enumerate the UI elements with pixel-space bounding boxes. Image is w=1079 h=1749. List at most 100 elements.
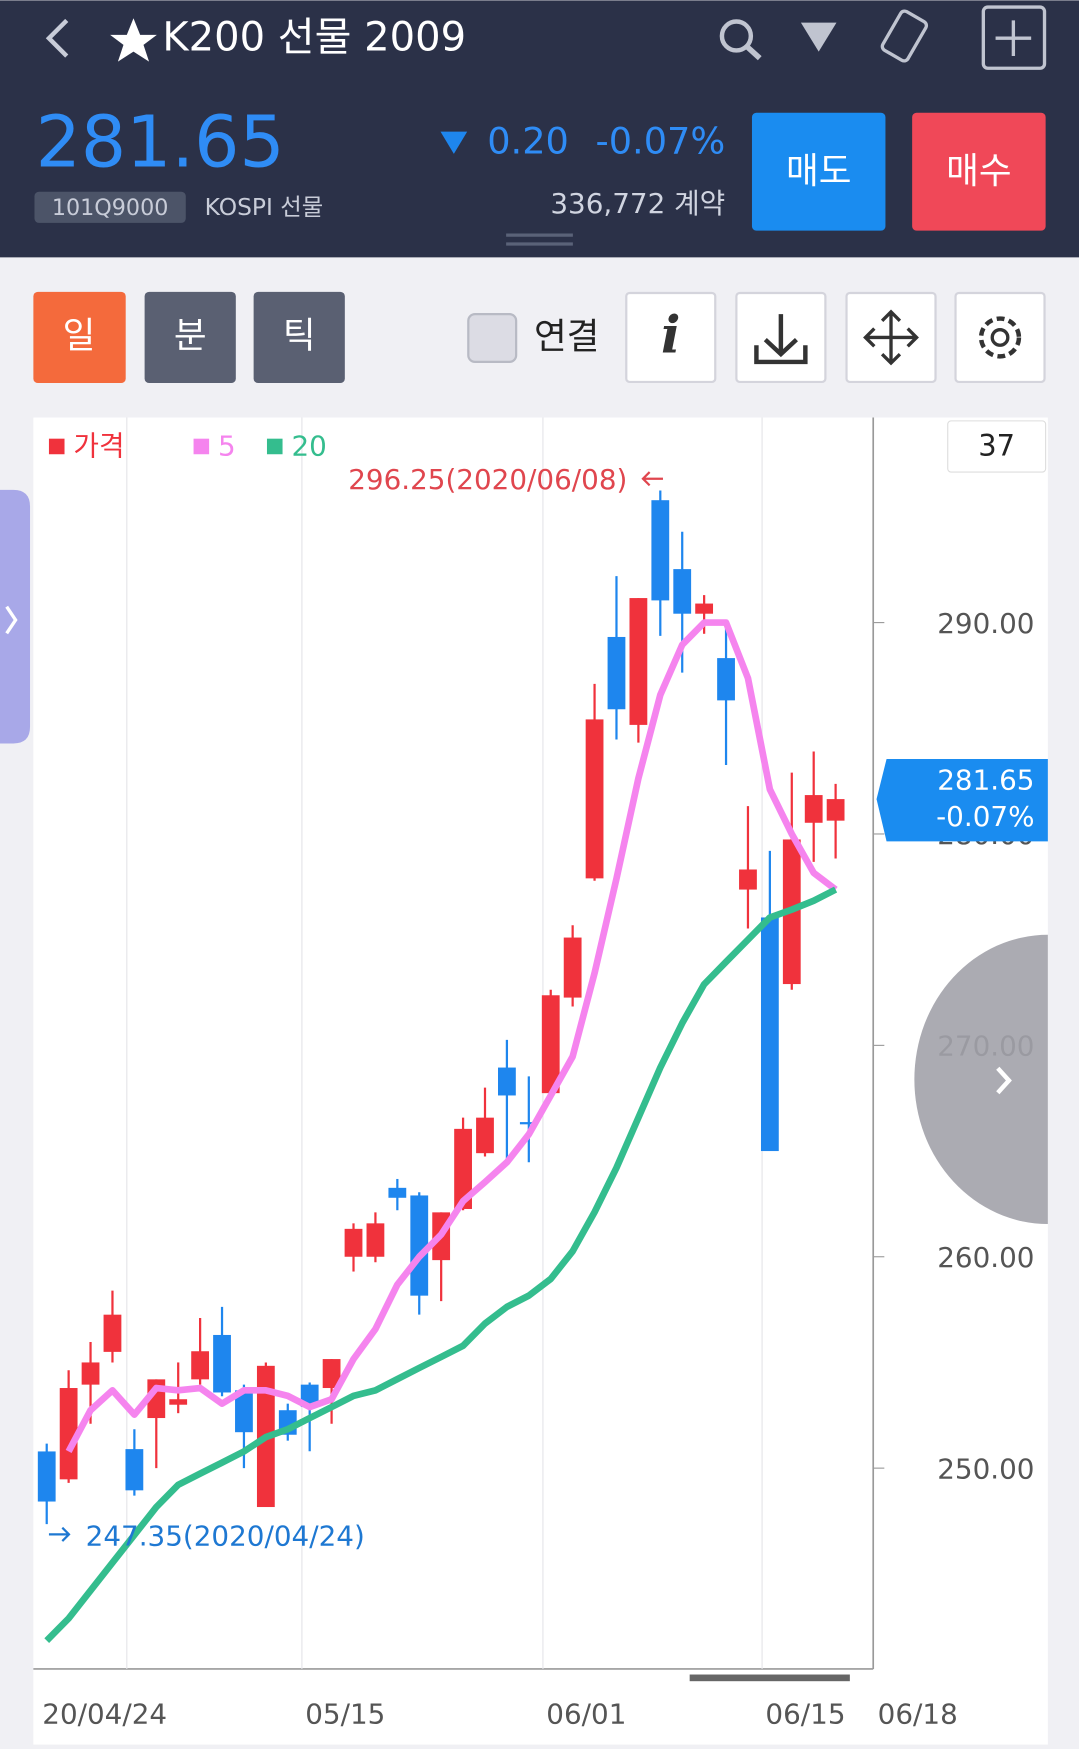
sell-label: 매도 [786, 151, 851, 192]
candle-body [739, 869, 757, 890]
settings-icon-core [990, 327, 1010, 347]
candle-body [213, 1334, 231, 1393]
x-tick-label: 06/18 [878, 1698, 958, 1731]
candle-body [344, 1228, 363, 1257]
candle-body [717, 658, 735, 701]
move-icon [863, 309, 919, 366]
buy-button[interactable] [912, 112, 1046, 231]
right-drawer-arrow [996, 1066, 1012, 1095]
ma-line [44, 886, 838, 1643]
tab-label: 일 [63, 315, 96, 356]
down-arrow [440, 131, 468, 154]
candle-body [37, 1451, 56, 1502]
chart-panel [33, 417, 1048, 1745]
candle-body [322, 1359, 341, 1389]
scrollbar[interactable] [689, 1674, 850, 1682]
code-badge [34, 191, 186, 223]
price: 281.65 [36, 101, 285, 184]
low-annotation: 247.35(2020/04/24) [86, 1520, 365, 1553]
candle-body [563, 937, 582, 998]
legend-label: 5 [218, 430, 236, 463]
legend-swatch [193, 438, 210, 455]
settings-icon [978, 316, 1022, 359]
dropdown-icon[interactable] [800, 22, 837, 52]
settings-button[interactable] [954, 291, 1046, 384]
add-icon [995, 20, 1032, 57]
candle-body [235, 1390, 253, 1433]
code: 101Q9000 [52, 195, 169, 221]
candle-body [191, 1351, 210, 1380]
visible-count: 37 [978, 429, 1015, 463]
current-price-box [876, 759, 1048, 842]
candle-body [695, 603, 714, 614]
legend-label: 20 [291, 430, 326, 463]
change: 0.20 [487, 119, 569, 162]
current-price: 281.65 [937, 763, 1034, 796]
x-tick-label: 20/04/24 [42, 1698, 167, 1731]
candle-body [81, 1362, 100, 1385]
add-button[interactable] [981, 5, 1047, 70]
candle-body [519, 1122, 538, 1125]
download-icon [754, 314, 808, 365]
x-tick-label: 06/01 [546, 1698, 626, 1731]
y-tick-label: 260.00 [937, 1241, 1034, 1274]
info-button[interactable] [625, 291, 717, 384]
candle-body [673, 569, 692, 614]
volume: 336,772 계약 [550, 187, 725, 220]
candle-body [59, 1388, 78, 1480]
candle-body [388, 1187, 407, 1198]
candle-body [804, 795, 823, 823]
buy-label: 매수 [946, 151, 1011, 192]
tab-minute[interactable] [144, 291, 236, 384]
candle-body [476, 1117, 494, 1154]
sell-button[interactable] [751, 112, 886, 231]
y-tick-label: 290.00 [937, 607, 1034, 640]
rotate-icon[interactable] [880, 9, 929, 63]
plot: 250.00260.00270.00280.00290.0020/04/2405… [37, 417, 1048, 1731]
high-annotation: 296.25(2020/06/08) [348, 463, 627, 496]
candle-body [629, 598, 648, 725]
tab-day[interactable] [33, 291, 126, 384]
ma-line [65, 619, 838, 1454]
candle-body [826, 799, 845, 821]
market: KOSPI 선물 [205, 193, 324, 221]
candle-body [125, 1449, 144, 1491]
legend-swatch [48, 438, 65, 455]
star-icon[interactable] [110, 18, 157, 62]
search-handle [745, 45, 762, 61]
candle-body [410, 1195, 429, 1296]
tab-label: 분 [174, 315, 207, 356]
candle-body [760, 917, 779, 1152]
candle-body [651, 500, 670, 601]
candle-body [366, 1223, 385, 1257]
y-tick-label: 250.00 [937, 1452, 1034, 1485]
high-arrow [641, 471, 663, 487]
candle-body [607, 636, 626, 710]
right-drawer[interactable] [914, 934, 1048, 1225]
candle-body [103, 1314, 122, 1352]
current-change: -0.07% [936, 800, 1034, 833]
change-pct: -0.07% [595, 119, 725, 162]
tab-tick[interactable] [253, 291, 345, 384]
drag-handle[interactable] [506, 233, 573, 246]
title: K200 선물 2009 [162, 14, 466, 60]
info-label: i [661, 306, 680, 366]
x-tick-label: 06/15 [765, 1698, 845, 1731]
legend-swatch [266, 438, 283, 455]
back-button[interactable] [45, 18, 69, 58]
search-icon[interactable] [719, 19, 754, 53]
candle-body [454, 1128, 472, 1209]
candle-body [541, 995, 560, 1094]
x-tick-label: 05/15 [305, 1698, 385, 1731]
candle-body [585, 719, 604, 879]
candle-body [169, 1399, 188, 1405]
link-checkbox[interactable] [467, 312, 518, 364]
legend-label: 가격 [73, 430, 124, 463]
count-box [947, 420, 1047, 473]
candle-body [498, 1067, 516, 1096]
tab-label: 틱 [283, 315, 316, 356]
left-drawer-arrow [5, 605, 18, 635]
low-arrow [48, 1526, 71, 1542]
link-label: 연결 [534, 317, 599, 358]
